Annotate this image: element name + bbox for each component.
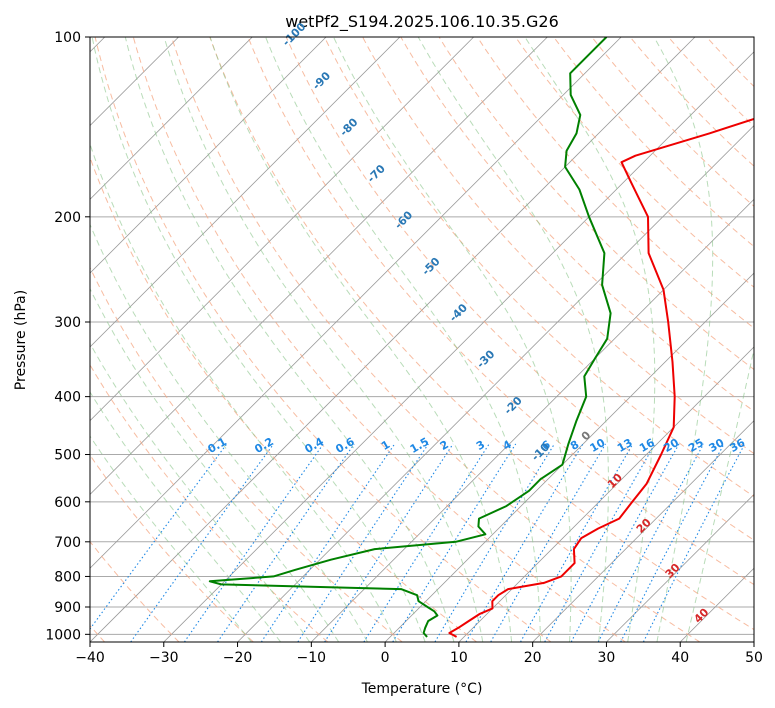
moist-adiabat-line (91, 37, 426, 642)
y-tick-label: 900 (54, 600, 81, 616)
dry-adiabat-line (209, 37, 754, 631)
dry-adiabat-line (400, 37, 754, 412)
plot-frame (89, 36, 755, 643)
isotherm-line (311, 198, 754, 642)
x-tick-label: −40 (75, 650, 105, 666)
axes: −40 −30 −20 −10 0 10 20 30 40 50 100 200 300 400 500 60… (45, 30, 763, 666)
x-tick-label: 50 (745, 650, 763, 666)
mixing-ratio-line (297, 443, 429, 642)
mixing-ratio-line (392, 443, 517, 642)
y-tick-label: 1000 (45, 627, 81, 643)
x-tick-label: 20 (524, 650, 542, 666)
moist-adiabat-line (265, 37, 542, 642)
dry-adiabat-line (362, 37, 754, 455)
moist-adiabat-line (90, 391, 282, 642)
isotherm-line (384, 272, 754, 642)
moist-adiabat-line (209, 37, 513, 642)
y-tick-label: 500 (54, 448, 81, 464)
moist-adiabat-line (685, 346, 754, 642)
dry-adiabat-line (323, 37, 754, 498)
isotherm-line (90, 37, 622, 569)
mixing-ratio-line (217, 443, 355, 642)
isotherm-line (606, 493, 754, 642)
mixing-ratio-line (260, 443, 396, 642)
isotherm-line (753, 641, 754, 642)
dry-adiabat-line (132, 37, 626, 642)
mixing-ratio-line (520, 443, 634, 642)
chart-title: wetPf2_S194.2025.106.10.35.G26 (285, 12, 559, 32)
dry-adiabat-line (515, 37, 754, 288)
moist-adiabat-line (90, 342, 311, 642)
dry-adiabat-line (438, 37, 754, 371)
isotherm-line (90, 37, 401, 348)
mixing-ratio-line (597, 443, 705, 642)
temperature-line (448, 117, 754, 638)
mixing-ratio-line (183, 443, 324, 642)
x-axis-title: Temperature (°C) (361, 681, 483, 697)
isotherm-line (90, 37, 253, 200)
y-tick-label: 700 (54, 535, 81, 551)
isotherm-line (90, 37, 327, 274)
plot-area (90, 37, 754, 642)
dry-adiabat-line (285, 37, 754, 541)
isotherm-line (532, 420, 754, 642)
mixing-ratio-line (434, 443, 555, 642)
moist-adiabat-line (124, 37, 455, 642)
moist-adiabat-line (333, 37, 572, 642)
isotherm-line (237, 125, 754, 642)
y-tick-label: 200 (54, 210, 81, 226)
mixing-ratio-line (324, 443, 454, 642)
dry-adiabat-line (90, 266, 403, 642)
x-tick-label: −30 (149, 650, 179, 666)
moist-adiabat-line (653, 37, 714, 642)
x-tick-label: 10 (450, 650, 468, 666)
isotherm-line (90, 37, 474, 422)
dry-adiabat-line (171, 37, 701, 642)
mixing-ratio-line (490, 443, 606, 642)
y-tick-label: 400 (54, 390, 81, 406)
x-tick-label: −10 (297, 650, 327, 666)
moist-adiabat-line (524, 37, 656, 642)
moist-adiabat-line (163, 37, 484, 642)
dewpoint-line (208, 37, 612, 638)
dry-adiabat-line (476, 37, 754, 329)
moist-adiabat-line (90, 435, 252, 642)
moist-adiabat-line (90, 223, 368, 642)
moist-adiabat-line (417, 37, 609, 642)
y-axis-title: Pressure (hPa) (13, 290, 29, 390)
x-tick-label: 30 (598, 650, 616, 666)
y-tick-label: 100 (54, 30, 81, 46)
y-tick-label: 300 (54, 315, 81, 331)
isotherm-line (90, 37, 696, 642)
profile-lines (208, 37, 754, 638)
x-tick-label: −20 (223, 650, 253, 666)
mixing-ratio-line (465, 443, 584, 642)
dry-adiabat-line (90, 454, 254, 642)
mixing-ratio-line (130, 443, 275, 642)
dry-adiabat-line (247, 37, 754, 586)
y-tick-label: 800 (54, 569, 81, 585)
x-tick-label: 0 (381, 650, 390, 666)
mixing-ratio-line (363, 443, 490, 642)
isotherm-line (90, 37, 548, 495)
dry-adiabat-line (90, 156, 477, 642)
moist-adiabat-line (90, 287, 340, 642)
isotherm-line (458, 346, 754, 642)
dry-adiabat-line (90, 364, 329, 642)
x-tick-label: 40 (671, 650, 689, 666)
background-lines (90, 37, 754, 642)
y-tick-label: 600 (54, 495, 81, 511)
